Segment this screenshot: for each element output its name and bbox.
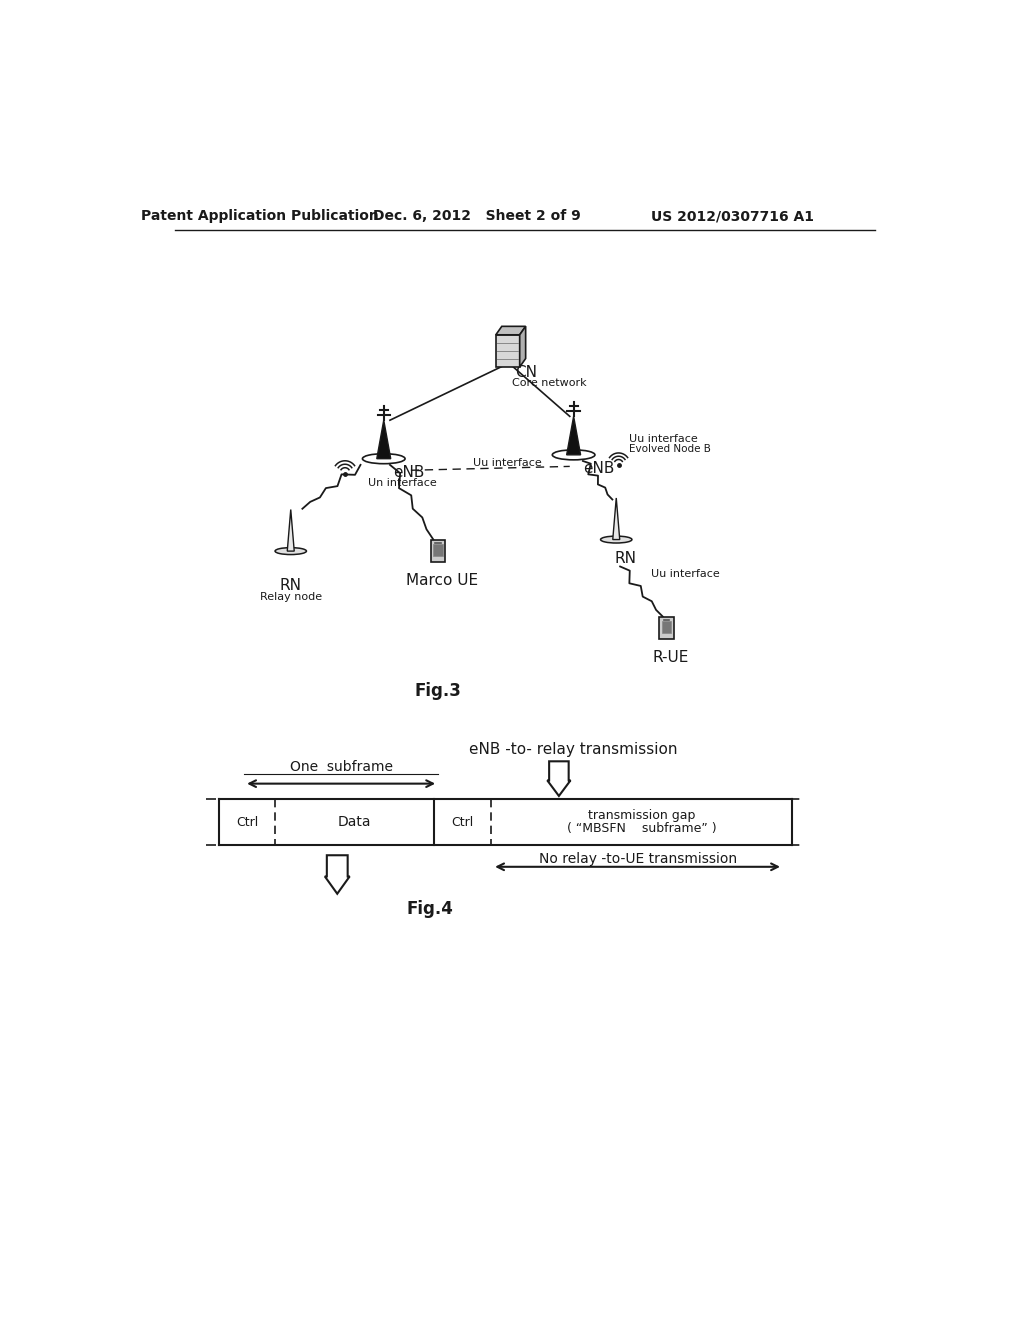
Polygon shape: [520, 326, 525, 367]
Ellipse shape: [275, 548, 306, 554]
Text: Fig.3: Fig.3: [415, 682, 462, 700]
Bar: [659, 616, 674, 639]
Text: Evolved Node B: Evolved Node B: [630, 444, 712, 454]
Text: Patent Application Publication: Patent Application Publication: [141, 209, 379, 223]
Text: Ctrl: Ctrl: [236, 816, 258, 829]
Text: Relay node: Relay node: [260, 593, 322, 602]
Polygon shape: [325, 855, 349, 894]
Text: No relay -to-UE transmission: No relay -to-UE transmission: [539, 853, 737, 866]
Text: Uu interface: Uu interface: [473, 458, 542, 467]
Text: Un interface: Un interface: [369, 478, 437, 488]
Text: RN: RN: [614, 552, 637, 566]
Polygon shape: [566, 416, 581, 455]
Bar: [662, 622, 672, 634]
Text: eNB: eNB: [393, 465, 424, 480]
Text: Data: Data: [338, 816, 372, 829]
Text: eNB: eNB: [583, 461, 614, 477]
Text: US 2012/0307716 A1: US 2012/0307716 A1: [651, 209, 814, 223]
Text: Marco UE: Marco UE: [406, 573, 478, 587]
Text: ( “MBSFN    subframe” ): ( “MBSFN subframe” ): [566, 822, 716, 834]
Text: Fig.4: Fig.4: [407, 900, 454, 919]
Text: eNB -to- relay transmission: eNB -to- relay transmission: [469, 742, 678, 758]
Polygon shape: [496, 326, 525, 335]
Text: Ctrl: Ctrl: [452, 816, 473, 829]
Ellipse shape: [600, 536, 632, 543]
Text: Core network: Core network: [512, 379, 587, 388]
Text: Uu interface: Uu interface: [630, 434, 698, 445]
Text: One  subframe: One subframe: [291, 760, 393, 774]
Text: RN: RN: [280, 578, 302, 593]
Text: CN: CN: [515, 364, 538, 380]
Polygon shape: [377, 420, 391, 459]
Text: R-UE: R-UE: [652, 649, 689, 665]
Polygon shape: [547, 762, 570, 796]
Text: Dec. 6, 2012   Sheet 2 of 9: Dec. 6, 2012 Sheet 2 of 9: [373, 209, 581, 223]
Bar: [431, 540, 445, 562]
Polygon shape: [612, 498, 620, 540]
Text: transmission gap: transmission gap: [588, 809, 695, 822]
Bar: [496, 335, 520, 367]
Text: Uu interface: Uu interface: [651, 569, 720, 579]
Bar: [433, 544, 442, 556]
Polygon shape: [288, 510, 294, 552]
